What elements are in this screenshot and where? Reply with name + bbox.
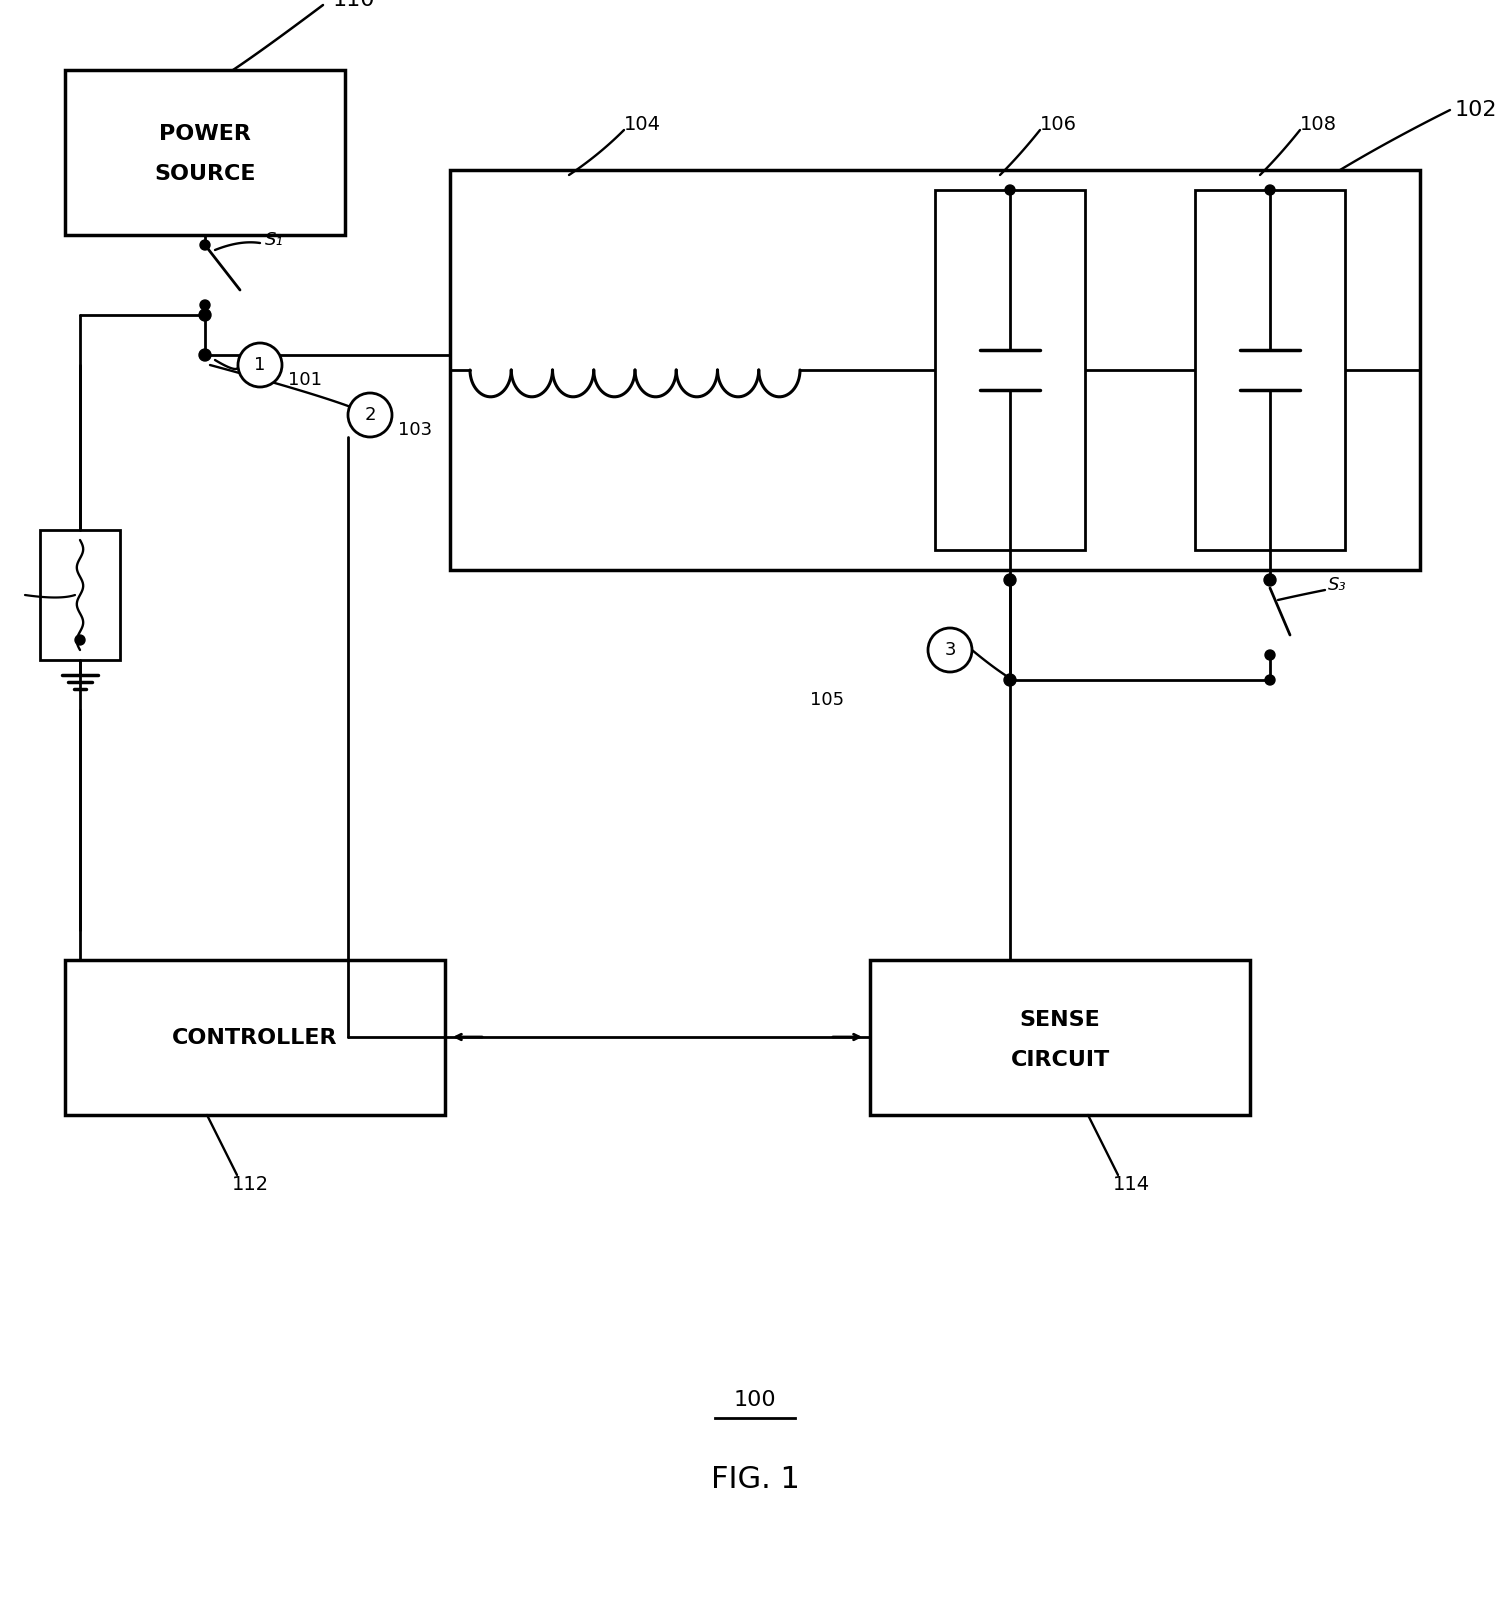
Text: POWER: POWER [159,124,251,145]
Text: 104: 104 [624,116,660,134]
Bar [65,960,446,1115]
Text: SENSE: SENSE [1020,1010,1100,1029]
Circle shape [239,343,283,387]
Text: SOURCE: SOURCE [154,164,255,185]
Text: 106: 106 [1040,116,1077,134]
Bar [935,190,1085,549]
Bar [65,69,345,235]
Text: 100: 100 [734,1390,777,1410]
Circle shape [1003,574,1015,586]
Text: 105: 105 [810,691,845,709]
Circle shape [199,309,212,321]
Circle shape [348,393,391,437]
Circle shape [199,300,210,309]
Text: 110: 110 [332,0,376,10]
Circle shape [199,240,210,250]
Bar [39,530,119,661]
Circle shape [1005,185,1015,195]
Text: 108: 108 [1299,116,1337,134]
Text: CIRCUIT: CIRCUIT [1011,1049,1109,1070]
Text: 1: 1 [254,356,266,374]
Text: 112: 112 [233,1176,269,1194]
Bar [870,960,1250,1115]
Text: 3: 3 [944,641,956,659]
Circle shape [1265,649,1275,661]
Text: S₁: S₁ [264,230,284,250]
Text: S₃: S₃ [1328,577,1346,594]
Circle shape [1265,675,1275,685]
Circle shape [928,628,972,672]
Circle shape [76,635,85,644]
Circle shape [1265,185,1275,195]
Circle shape [1265,574,1275,586]
Text: 102: 102 [1455,100,1497,119]
Text: 2: 2 [364,406,376,424]
Bar [1195,190,1345,549]
Text: 101: 101 [289,371,322,388]
Circle shape [1003,673,1015,686]
Bar [450,171,1420,570]
Text: 103: 103 [397,420,432,440]
Text: 114: 114 [1114,1176,1150,1194]
Text: CONTROLLER: CONTROLLER [172,1028,338,1047]
Text: FIG. 1: FIG. 1 [710,1466,799,1495]
Circle shape [199,350,212,361]
